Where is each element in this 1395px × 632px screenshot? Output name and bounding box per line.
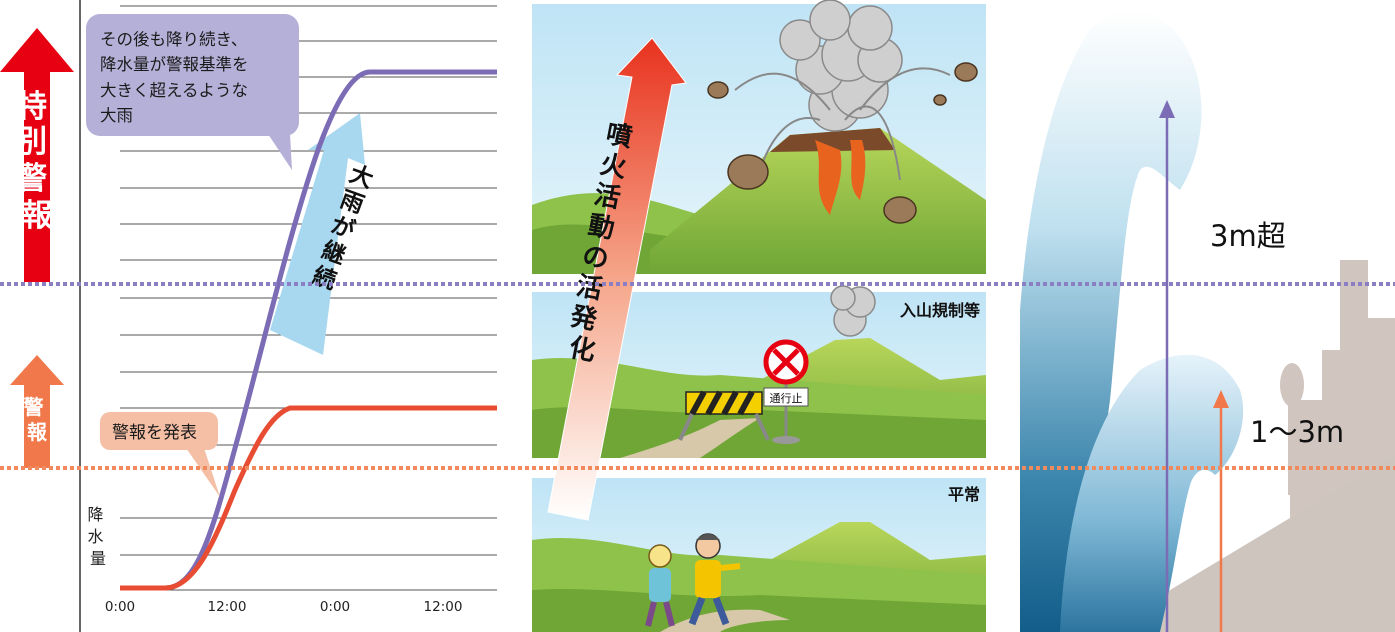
warning-issued-callout: 警報を発表: [100, 412, 220, 497]
restriction-scene: 通行止 入山規制等: [532, 285, 986, 458]
eruption-scene: [532, 0, 986, 274]
road-closed-sign: 通行止: [763, 339, 809, 444]
normal-label: 平常: [948, 485, 980, 504]
chart-gridlines: [120, 5, 497, 591]
continued-rain-arrow: [270, 113, 365, 355]
medium-wave-height-arrow: [1213, 390, 1229, 632]
heavy-rain-callout: その後も降り続き、 降水量が警報基準を 大きく超えるような 大雨: [86, 14, 299, 170]
svg-text:警 報: 警 報: [24, 395, 51, 444]
tsunami-medium-label: 1〜3m: [1250, 415, 1344, 449]
large-tsunami-wave: [1020, 10, 1202, 632]
heavy-rain-curve: [120, 69, 497, 591]
y-axis-label: 降 水 量: [87, 505, 108, 568]
x-tick: 12:00: [208, 599, 247, 615]
mountain-restriction-label: 入山規制等: [900, 301, 980, 320]
warning-level-curve: [120, 405, 497, 591]
svg-text:通行止: 通行止: [770, 392, 803, 405]
svg-text:警報を発表: 警報を発表: [112, 423, 197, 443]
coastal-slope: [1100, 455, 1395, 632]
svg-text:噴 火 活: 噴 火 活 動 の 活 発 化: [561, 119, 644, 368]
x-tick: 12:00: [424, 599, 463, 615]
svg-text:その後も降り続き、 降水量が警報基準を: その後も降り続き、 降水量が警報基準を 大きく超えるような 大雨: [100, 30, 254, 125]
x-axis-ticks: 0:00 12:00 0:00 12:00: [105, 599, 463, 615]
hikers: [645, 533, 741, 627]
volcanic-activity-arrow: 噴 火 活 動 の 活 発 化: [547, 37, 687, 521]
normal-scene: 平常: [532, 478, 986, 632]
warning-arrow: 警 報: [10, 355, 64, 468]
special-warning-arrow: 特 別 警 報: [0, 28, 74, 282]
tsunami-large-label: 3m超: [1210, 219, 1286, 253]
x-tick: 0:00: [320, 599, 350, 615]
tsunami-panel: 3m超 1〜3m: [1020, 10, 1395, 632]
svg-text:特 別 警: 特 別 警 報: [16, 89, 58, 234]
road-barricade: [678, 390, 770, 441]
large-wave-height-arrow: [1159, 100, 1175, 632]
volcano-panel: 通行止 入山規制等 平常: [532, 0, 986, 632]
small-tsunami-wave: [1060, 354, 1244, 632]
x-tick: 0:00: [105, 599, 135, 615]
rainfall-chart: 大 雨 が 継 続 その後も降り続き、 降水量が警報基準を 大きく超えるような …: [0, 0, 497, 632]
